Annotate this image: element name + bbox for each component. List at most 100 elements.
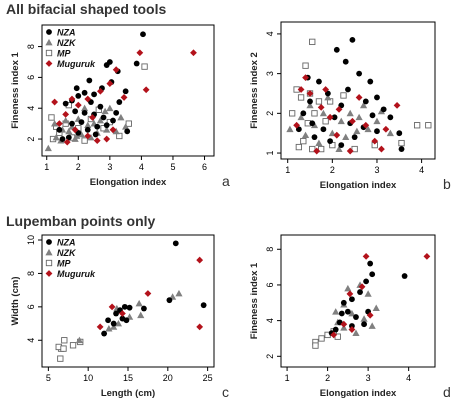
point-nza-0 [349, 36, 356, 43]
series-nzk [75, 289, 183, 344]
point-mp-17 [425, 122, 432, 129]
point-muguruk-19 [63, 138, 71, 146]
panel-letter-b: b [443, 176, 451, 192]
point-nza-4 [357, 289, 363, 295]
point-muguruk-16 [355, 94, 363, 101]
point-nza-33 [86, 77, 93, 84]
x-tick-label: 5 [170, 162, 175, 172]
point-muguruk-0 [190, 49, 197, 57]
point-nzk-21 [101, 107, 109, 115]
point-muguruk-10 [346, 147, 354, 155]
section-title-all-bifacial: All bifacial shaped tools [6, 1, 167, 17]
point-nza-0 [172, 240, 179, 247]
point-muguruk-8 [371, 137, 379, 145]
point-muguruk-6 [349, 117, 356, 125]
point-mp-8 [311, 110, 318, 117]
legend-label-nzk: NZK [57, 38, 77, 48]
series-muguruk [293, 74, 401, 155]
point-nza-10 [307, 98, 313, 105]
point-muguruk-5 [330, 331, 338, 339]
point-muguruk-14 [55, 120, 63, 128]
point-muguruk-17 [382, 125, 390, 133]
point-mp-1 [312, 342, 319, 349]
x-tick-label: 15 [123, 373, 133, 383]
point-nza-9 [316, 78, 322, 85]
point-nzk-19 [353, 127, 361, 135]
point-nza-24 [97, 103, 104, 110]
point-mp-6 [60, 345, 67, 352]
point-legend-nza-marker [46, 239, 52, 245]
y-tick-label: 1 [265, 151, 275, 156]
series-nzk [286, 93, 394, 152]
point-muguruk-13 [142, 86, 150, 94]
point-nza-9 [110, 320, 117, 327]
y-tick-label: 8 [26, 271, 36, 276]
y-tick-label: 2 [265, 354, 275, 359]
point-nzk-10 [368, 322, 376, 329]
point-nza-11 [332, 326, 339, 333]
x-tick-label: 10 [83, 373, 93, 383]
point-nzk-9 [352, 329, 360, 336]
point-muguruk-15 [89, 114, 96, 121]
point-nza-5 [349, 296, 355, 303]
point-muguruk-3 [317, 103, 325, 111]
point-nza-24 [362, 98, 369, 105]
point-muguruk-3 [346, 290, 354, 298]
point-nzk-11 [306, 101, 314, 109]
point-nza-17 [374, 128, 380, 135]
point-nza-15 [100, 114, 107, 121]
series-nzk [332, 281, 380, 336]
y-axis-label: Fineness index 2 [249, 52, 260, 129]
point-nza-23 [387, 114, 394, 121]
point-nza-20 [311, 134, 318, 141]
point-mp-20 [340, 92, 347, 99]
point-muguruk-5 [108, 303, 116, 311]
point-nzk-7 [75, 336, 84, 344]
point-nzk-23 [73, 132, 81, 139]
point-nza-18 [396, 130, 403, 137]
point-mp-12 [318, 145, 325, 153]
y-tick-label: 10 [26, 235, 36, 245]
point-nzk-10 [112, 127, 120, 135]
point-muguruk-2 [144, 290, 152, 297]
point-muguruk-8 [62, 110, 70, 118]
point-legend-nzk-marker [45, 248, 53, 256]
point-nza-28 [69, 120, 75, 127]
point-mp-2 [318, 335, 325, 342]
point-muguruk-16 [51, 98, 59, 106]
point-nza-13 [320, 126, 327, 133]
x-tick-label: 1 [285, 373, 290, 383]
point-nza-4 [126, 304, 133, 311]
point-muguruk-14 [333, 131, 341, 139]
point-nzk-9 [137, 311, 145, 319]
x-tick-label: 3 [374, 165, 379, 175]
y-tick-label: 4 [265, 31, 275, 36]
point-nzk-1 [297, 113, 305, 121]
point-nza-32 [73, 85, 80, 92]
point-nza-11 [300, 110, 307, 117]
point-muguruk-17 [120, 94, 128, 101]
point-nza-8 [105, 317, 111, 324]
point-nza-12 [119, 315, 126, 322]
point-muguruk-2 [112, 66, 120, 74]
panel-letter-a: a [222, 173, 230, 189]
point-nza-1 [200, 302, 207, 309]
series-nza [295, 36, 405, 152]
point-nzk-4 [372, 304, 380, 312]
point-nza-29 [103, 122, 110, 129]
point-nzk-7 [355, 113, 363, 121]
y-tick-label: 2 [26, 137, 36, 142]
x-axis-label: Elongation index [90, 177, 167, 188]
point-nzk-14 [62, 116, 70, 124]
point-nza-16 [110, 117, 116, 124]
point-nza-18 [84, 126, 91, 133]
y-tick-label: 6 [265, 282, 275, 287]
point-nza-30 [113, 109, 120, 116]
y-tick-label: 6 [26, 75, 36, 80]
point-muguruk-11 [93, 137, 101, 144]
point-muguruk-12 [293, 121, 301, 129]
point-nza-26 [345, 86, 351, 93]
y-tick-label: 6 [26, 304, 36, 309]
